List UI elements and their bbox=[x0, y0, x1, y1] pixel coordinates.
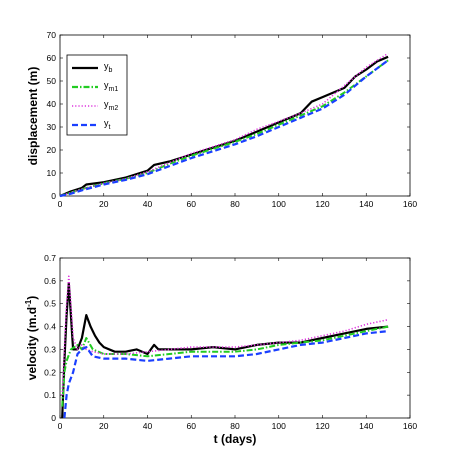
displacement-ytick-label: 10 bbox=[47, 168, 57, 178]
displacement-ytick-label: 50 bbox=[47, 76, 57, 86]
displacement-xtick-label: 160 bbox=[403, 199, 417, 209]
velocity-xtick-label: 80 bbox=[230, 421, 240, 431]
displacement-ylabel: displacement (m) bbox=[26, 67, 40, 166]
velocity-xtick-label: 60 bbox=[187, 421, 197, 431]
displacement-ytick-label: 60 bbox=[47, 53, 57, 63]
velocity-ticks: 0 20 40 60 80 100 120 140 160 0 0.1 0.2 0.3 0.4 0.5 0.6… bbox=[44, 253, 417, 431]
velocity-series-yt bbox=[63, 330, 389, 419]
velocity-xtick-label: 0 bbox=[58, 421, 63, 431]
displacement-ytick-label: 70 bbox=[47, 30, 57, 40]
velocity-ytick-label: 0.4 bbox=[44, 322, 56, 332]
velocity-ytick-label: 0.2 bbox=[44, 367, 56, 377]
displacement-xtick-label: 120 bbox=[315, 199, 329, 209]
velocity-xtick-label: 120 bbox=[315, 421, 329, 431]
velocity-xtick-label: 40 bbox=[143, 421, 153, 431]
displacement-xtick-label: 60 bbox=[187, 199, 197, 209]
displacement-ticks: 0 20 40 60 80 100 120 140 160 0 10 20 30 40 50 60 70 bbox=[47, 30, 418, 209]
velocity-xtick-label: 100 bbox=[272, 421, 286, 431]
displacement-series bbox=[59, 52, 389, 198]
displacement-xtick-label: 20 bbox=[99, 199, 109, 209]
displacement-ytick-label: 40 bbox=[47, 99, 57, 109]
velocity-xtick-label: 20 bbox=[99, 421, 109, 431]
velocity-series-ym2 bbox=[61, 275, 389, 396]
velocity-ytick-label: 0.3 bbox=[44, 344, 56, 354]
legend-entry-ym1: ym1 bbox=[104, 80, 118, 93]
legend-entry-ym2: ym2 bbox=[104, 99, 118, 112]
displacement-xtick-label: 40 bbox=[143, 199, 153, 209]
legend-entry-yt: yt bbox=[104, 118, 111, 131]
velocity-ylabel: velocity (m.d-1) bbox=[24, 296, 39, 380]
displacement-xtick-label: 100 bbox=[272, 199, 286, 209]
displacement-plot: 0 20 40 60 80 100 120 140 160 0 10 20 30 40 50 60 70 dis… bbox=[26, 30, 417, 209]
velocity-plot-frame bbox=[59, 257, 411, 419]
velocity-plot: 0 20 40 60 80 100 120 140 160 0 0.1 0.2 0.3 0.4 0.5 0.6… bbox=[24, 253, 417, 446]
displacement-xtick-label: 80 bbox=[230, 199, 240, 209]
velocity-ytick-label: 0.1 bbox=[44, 390, 56, 400]
velocity-xlabel: t (days) bbox=[214, 432, 257, 446]
velocity-series bbox=[61, 275, 389, 419]
velocity-xtick-label: 140 bbox=[359, 421, 373, 431]
velocity-ytick-label: 0.7 bbox=[44, 253, 56, 263]
velocity-series-ym1 bbox=[61, 325, 389, 407]
displacement-series-yb bbox=[59, 55, 389, 198]
velocity-ytick-label: 0 bbox=[51, 413, 56, 423]
velocity-xtick-label: 160 bbox=[403, 421, 417, 431]
displacement-series-ym2 bbox=[59, 52, 389, 197]
legend-entry-yb: yb bbox=[104, 61, 113, 74]
velocity-ytick-label: 0.5 bbox=[44, 299, 56, 309]
displacement-series-yt bbox=[59, 59, 389, 198]
displacement-ytick-label: 30 bbox=[47, 122, 57, 132]
displacement-xtick-label: 140 bbox=[359, 199, 373, 209]
displacement-ytick-label: 20 bbox=[47, 145, 57, 155]
velocity-series-yb bbox=[61, 282, 389, 419]
displacement-xtick-label: 0 bbox=[58, 199, 63, 209]
velocity-ytick-label: 0.6 bbox=[44, 276, 56, 286]
displacement-ytick-label: 0 bbox=[51, 191, 56, 201]
displacement-series-ym1 bbox=[59, 59, 389, 197]
legend: yb ym1 ym2 yt bbox=[66, 54, 128, 136]
